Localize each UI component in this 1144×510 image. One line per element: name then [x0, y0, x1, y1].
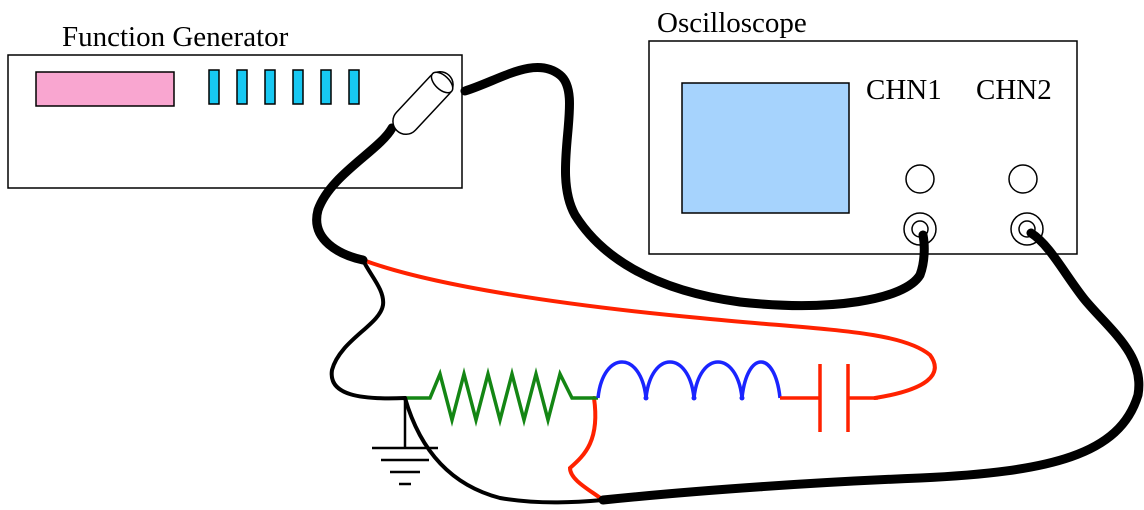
resistor: [405, 367, 598, 427]
oscilloscope-screen: [681, 82, 850, 214]
function-generator-bnc-plug: [392, 70, 454, 136]
oscilloscope-label: Oscilloscope: [657, 7, 807, 39]
function-generator-label: Function Generator: [62, 21, 289, 53]
ground-symbol: [372, 398, 438, 486]
chn2-label: CHN2: [976, 74, 1052, 106]
coax-cables: [312, 62, 1144, 505]
function-generator-display: [35, 71, 175, 107]
function-generator-button[interactable]: [292, 69, 304, 105]
thin-black-wires: [329, 258, 605, 505]
red-wire-node-to-cable: [567, 396, 605, 502]
function-generator-button[interactable]: [320, 69, 332, 105]
oscilloscope: Oscilloscope CHN1 CHN2: [648, 7, 1078, 255]
red-wire-top-loop: [361, 258, 937, 400]
chn1-knob[interactable]: [905, 164, 935, 194]
red-wires: [361, 258, 937, 502]
fg-coax-to-chn1: [460, 62, 929, 310]
chn1-label: CHN1: [866, 74, 942, 106]
capacitor: [780, 364, 878, 432]
function-generator: Function Generator: [7, 21, 463, 189]
chn2-knob[interactable]: [1008, 164, 1038, 194]
function-generator-button[interactable]: [236, 69, 248, 105]
function-generator-buttons: [208, 69, 360, 105]
fg-coax-to-ground-node: [312, 123, 397, 265]
function-generator-button[interactable]: [208, 69, 220, 105]
chn2-coax: [598, 228, 1144, 505]
function-generator-button[interactable]: [264, 69, 276, 105]
ground-wire-to-chn2: [403, 396, 605, 505]
function-generator-button[interactable]: [348, 69, 360, 105]
inductor: [596, 360, 782, 401]
ground-wire-loop: [329, 258, 407, 401]
